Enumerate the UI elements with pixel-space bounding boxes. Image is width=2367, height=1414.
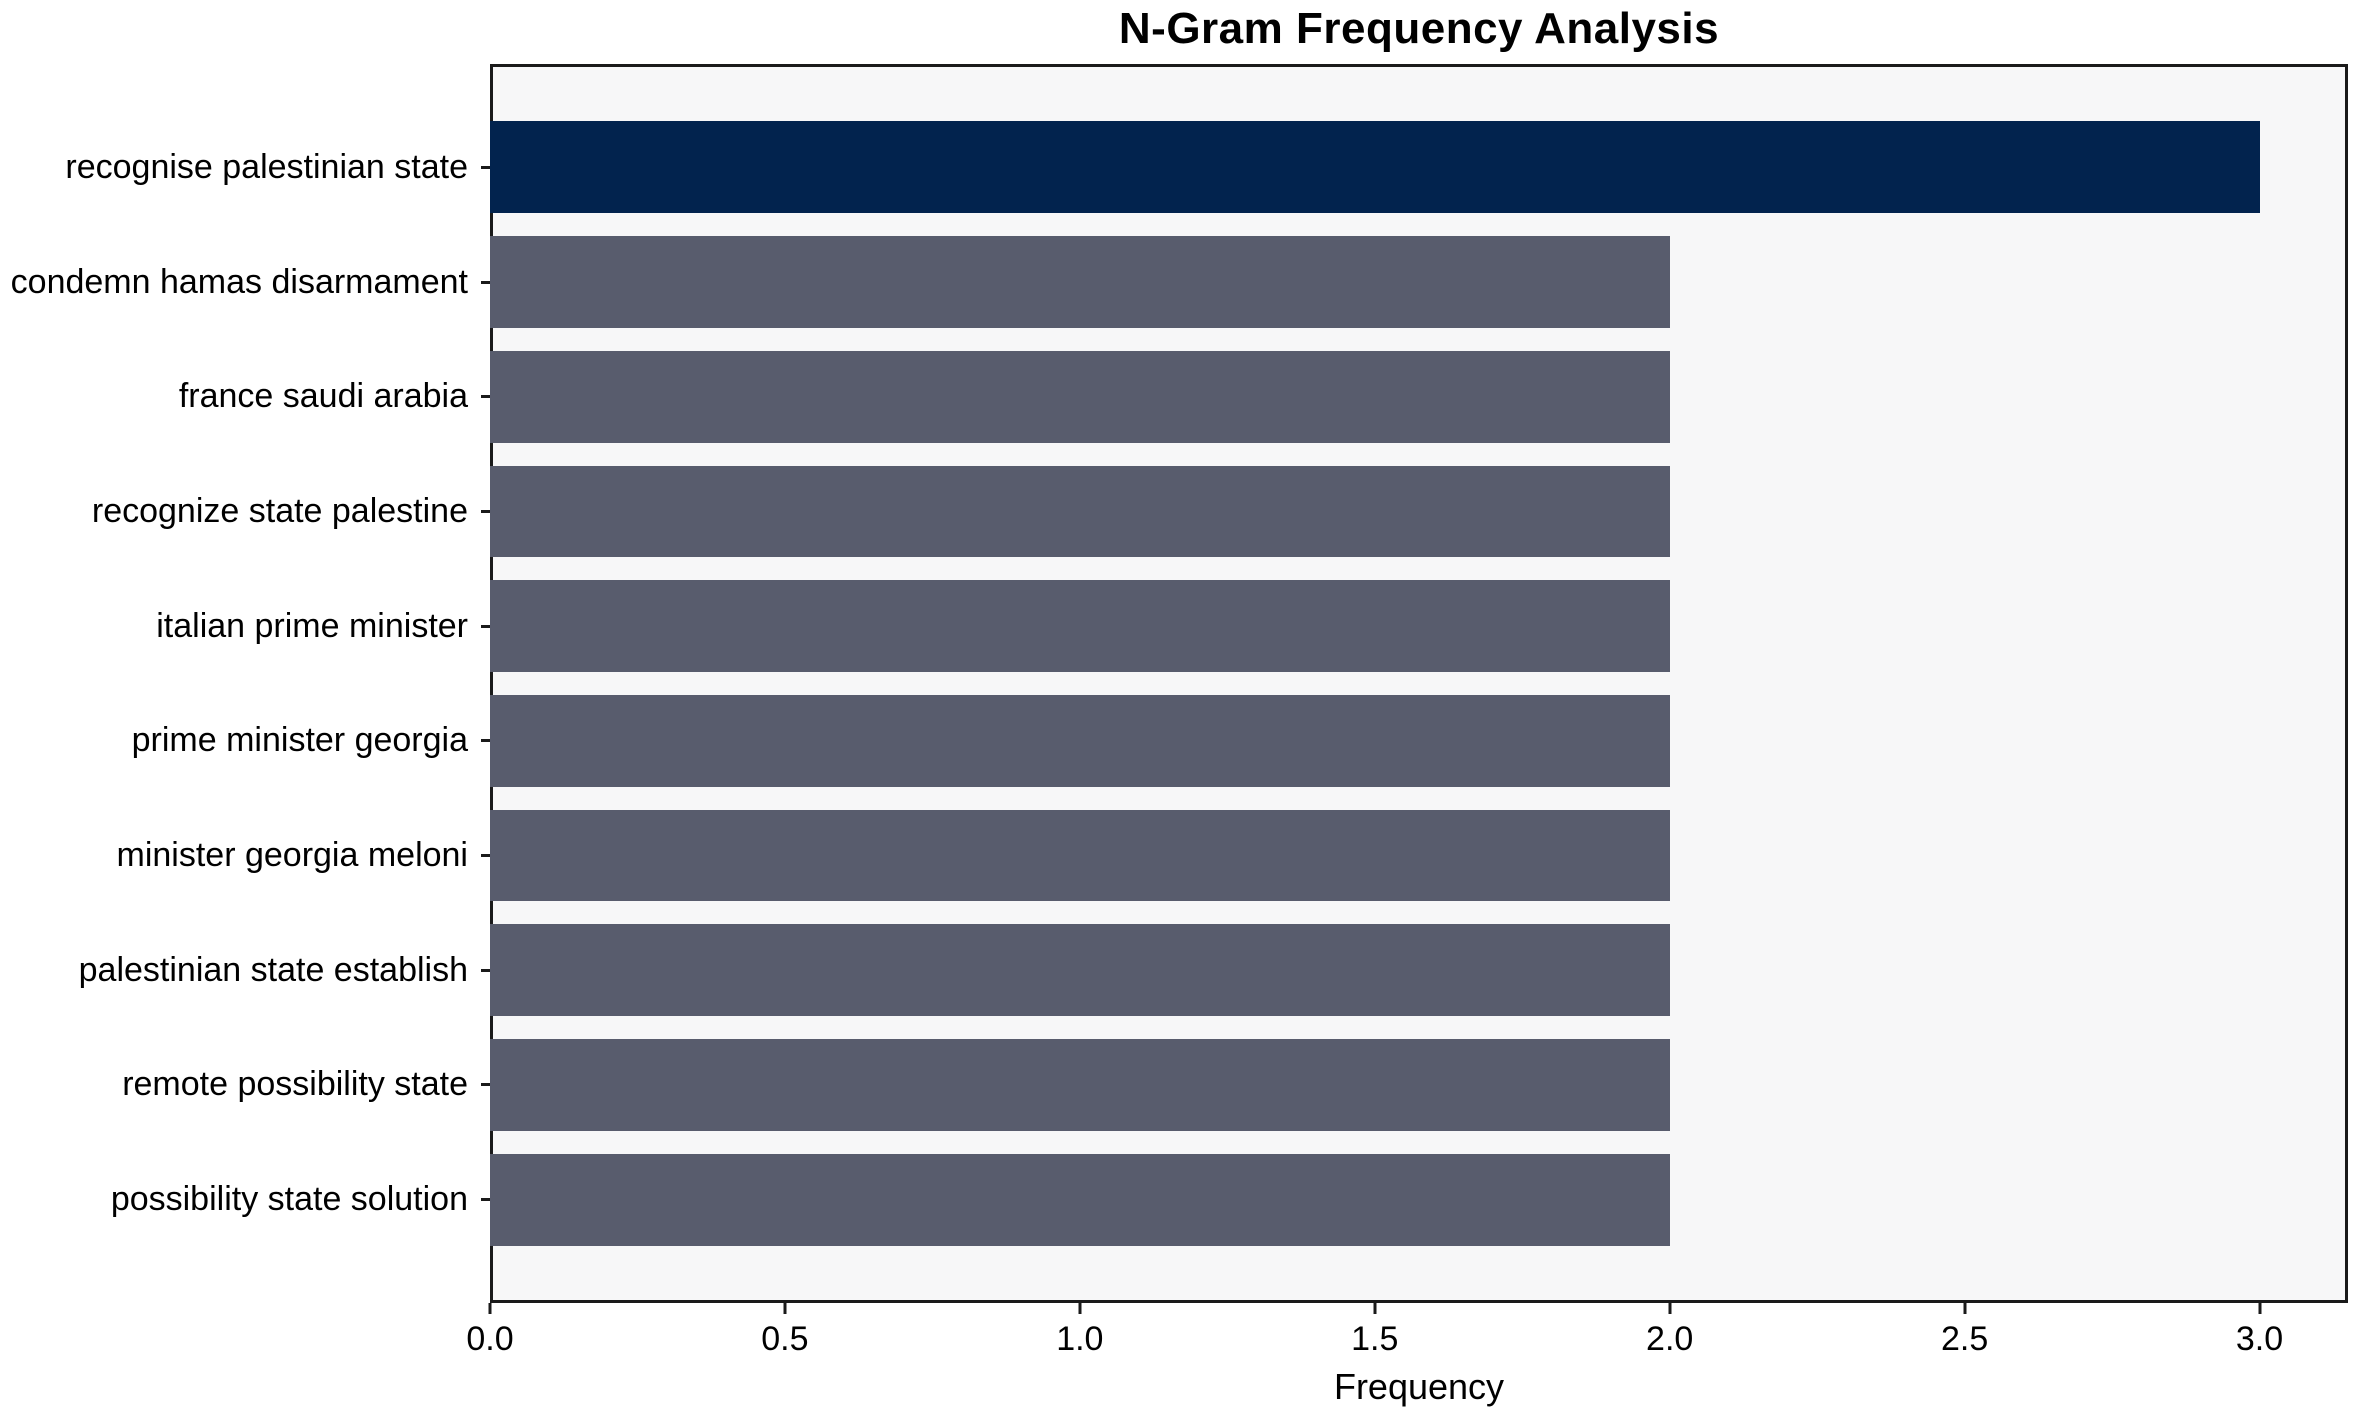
bar — [490, 1153, 1670, 1246]
bar — [490, 580, 1670, 673]
y-tick-label: recognise palestinian state — [0, 110, 490, 225]
bar-row — [490, 798, 2348, 913]
y-tick-mark — [481, 739, 490, 743]
x-tick-mark — [488, 1303, 492, 1314]
bar — [490, 121, 2260, 214]
bar-row — [490, 339, 2348, 454]
x-tick-label: 0.5 — [761, 1320, 809, 1358]
x-tick-label: 1.0 — [1056, 1320, 1104, 1358]
y-tick-label: italian prime minister — [0, 569, 490, 684]
x-tick-mark — [783, 1303, 787, 1314]
bar-row — [490, 110, 2348, 225]
bar-row — [490, 569, 2348, 684]
x-tick-label: 0.0 — [466, 1320, 514, 1358]
y-tick-label: recognize state palestine — [0, 454, 490, 569]
y-tick-label: condemn hamas disarmament — [0, 225, 490, 340]
chart-title: N-Gram Frequency Analysis — [1118, 4, 1720, 53]
bar — [490, 236, 1670, 328]
bar — [490, 809, 1670, 902]
y-axis-labels: recognise palestinian state condemn hamas… — [0, 64, 490, 1303]
x-axis-label: Frequency — [1333, 1366, 1505, 1407]
y-tick-label: minister georgia meloni — [0, 798, 490, 913]
bars-container — [490, 64, 2348, 1303]
bar-row — [490, 684, 2348, 799]
x-tick-mark — [1373, 1303, 1377, 1314]
bar-row — [490, 225, 2348, 340]
y-tick-label: france saudi arabia — [0, 339, 490, 454]
x-tick-mark — [1078, 1303, 1082, 1314]
bar — [490, 350, 1670, 443]
bar — [490, 1039, 1670, 1131]
y-tick-mark — [481, 968, 490, 972]
y-tick-mark — [481, 624, 490, 628]
x-tick-mark — [1668, 1303, 1672, 1314]
bar-row — [490, 454, 2348, 569]
bar-row — [490, 913, 2348, 1028]
y-tick-mark — [481, 854, 490, 858]
bar — [490, 924, 1670, 1017]
x-tick-label: 2.0 — [1646, 1320, 1694, 1358]
y-tick-mark — [481, 395, 490, 399]
y-tick-label: palestinian state establish — [0, 913, 490, 1028]
x-tick-mark — [2258, 1303, 2262, 1314]
y-tick-mark — [481, 1083, 490, 1087]
bar-row — [490, 1142, 2348, 1257]
y-tick-mark — [481, 509, 490, 513]
x-tick-label: 2.5 — [1940, 1320, 1989, 1358]
bar — [490, 694, 1670, 787]
y-tick-mark — [481, 280, 490, 284]
bar — [490, 465, 1670, 558]
y-tick-label: possibility state solution — [0, 1142, 490, 1257]
x-tick-mark — [1963, 1303, 1967, 1314]
y-tick-mark — [481, 165, 490, 169]
y-tick-label: remote possibility state — [0, 1028, 490, 1143]
x-tick-label: 3.0 — [2235, 1320, 2284, 1358]
y-tick-label: prime minister georgia — [0, 684, 490, 799]
x-tick-label: 1.5 — [1351, 1320, 1399, 1358]
bar-row — [490, 1028, 2348, 1143]
y-tick-mark — [481, 1198, 490, 1202]
